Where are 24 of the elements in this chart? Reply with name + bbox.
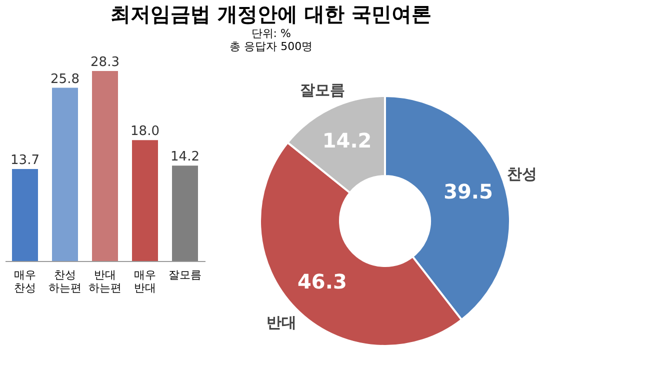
x-tick-label: 찬성 하는편 — [48, 268, 82, 294]
bar — [12, 169, 38, 261]
text: 최저임금법 개정안에 대한 국민여론 — [110, 2, 432, 26]
x-tick-label: 매우 찬성 — [14, 268, 36, 294]
bar — [92, 71, 118, 261]
bar — [172, 166, 198, 261]
data-label: 25.8 — [50, 72, 80, 87]
bar — [132, 140, 158, 261]
x-tick-label: 잘모름 — [168, 268, 202, 282]
data-label: 46.3 — [298, 270, 347, 294]
data-label: 14.2 — [322, 128, 372, 153]
data-label: 13.7 — [10, 153, 40, 168]
data-label: 28.3 — [90, 55, 120, 70]
slice-label: 잘모름 — [300, 81, 345, 100]
data-label: 18.0 — [130, 124, 160, 140]
bar — [52, 88, 78, 261]
slice-label: 반대 — [266, 314, 297, 332]
x-tick-label: 반대 하는편 — [88, 268, 122, 294]
data-label: 14.2 — [170, 150, 200, 165]
slice-label: 찬성 — [507, 165, 538, 184]
x-tick-label: 매우 반대 — [134, 268, 156, 294]
text: 단위: % — [251, 27, 291, 40]
data-label: 39.5 — [444, 179, 493, 204]
text: 총 응답자 500명 — [230, 40, 313, 53]
